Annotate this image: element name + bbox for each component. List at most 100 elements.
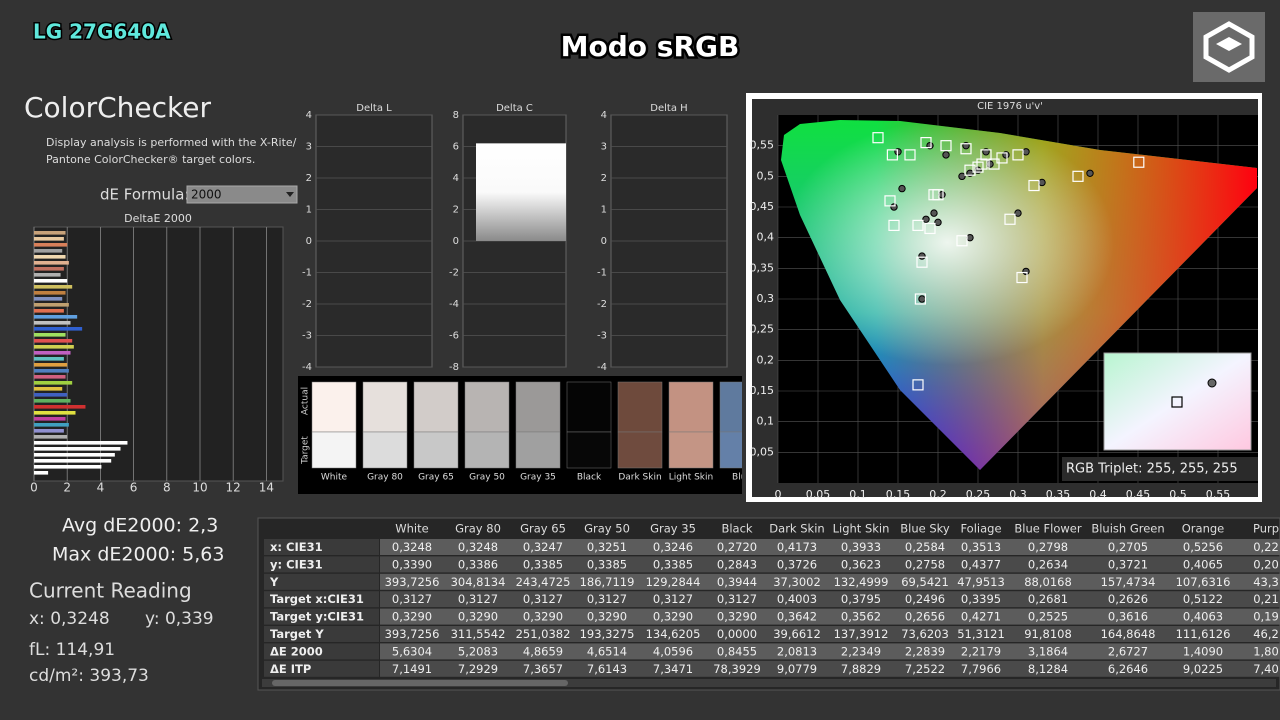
cell: 0,5122 [1183, 592, 1223, 606]
y-tick-label: 0,35 [750, 261, 775, 274]
y-tick-label: -2 [597, 299, 607, 310]
cell: 0,3513 [961, 540, 1001, 554]
bar [34, 351, 71, 355]
x-tick-label: 0,5 [1169, 488, 1187, 501]
cell: 0,3721 [1108, 557, 1148, 571]
x-tick-label: 0,2 [929, 488, 947, 501]
current-cd: cd/m²: 393,73 [29, 666, 149, 686]
y-tick-label: -1 [597, 268, 607, 279]
measured-point [918, 295, 926, 303]
scrollbar-thumb[interactable] [272, 680, 568, 686]
swatch-side-label: Actual [301, 387, 311, 415]
column-header: Gray 50 [584, 522, 630, 536]
swatch-side-label: Target [301, 436, 311, 465]
x-tick-label: 2 [63, 481, 71, 495]
row-label: x: CIE31 [270, 540, 323, 554]
cell: 107,6316 [1176, 575, 1231, 589]
swatch-actual [362, 381, 408, 433]
cell: 0,2626 [1108, 592, 1148, 606]
column-header: Blue Sky [900, 522, 950, 536]
cell: 0,4063 [1183, 610, 1223, 624]
swatch-target [311, 431, 357, 469]
row-bg [380, 591, 1280, 608]
cell: 39,6612 [773, 627, 821, 641]
cell: 193,3275 [580, 627, 635, 641]
target-point [996, 152, 1008, 164]
row-label-bg [264, 556, 379, 573]
x-tick-label: 0 [30, 481, 38, 495]
x-tick-label: 12 [226, 481, 241, 495]
swatch-actual [413, 381, 459, 433]
y-tick-label: 0,45 [750, 200, 775, 213]
device-name: LG 27G640A [33, 20, 171, 44]
y-tick-label: 0 [453, 236, 459, 247]
cell: 0,3385 [523, 557, 563, 571]
cell: 2,6727 [1108, 644, 1148, 658]
cell: 7,6143 [587, 662, 627, 676]
cell: 0,3562 [841, 610, 881, 624]
page-title: Modo sRGB [561, 30, 740, 63]
cell: 0,2496 [905, 592, 945, 606]
cell: 9,0225 [1183, 662, 1223, 676]
bar [34, 459, 112, 463]
cell: 0,2656 [905, 610, 945, 624]
bar [34, 243, 68, 247]
x-tick-label: 0,25 [966, 488, 991, 501]
x-tick-label: 10 [192, 481, 207, 495]
current-fl: fL: 114,91 [29, 640, 115, 660]
cell: 0,3726 [777, 557, 817, 571]
y-tick-label: 0 [601, 236, 607, 247]
y-tick-label: 4 [453, 173, 459, 184]
y-tick-label: 4 [601, 110, 607, 121]
target-point [1016, 271, 1028, 284]
row-label-bg [264, 608, 379, 625]
cell: 0,3290 [587, 610, 627, 624]
cell: 9,0779 [777, 662, 817, 676]
cell: 0,3127 [523, 592, 563, 606]
column-header: Purp [1253, 522, 1279, 536]
target-point [1004, 213, 1016, 225]
formula-select[interactable] [186, 185, 298, 204]
bar [34, 273, 61, 277]
y-tick-label: 1 [601, 205, 607, 216]
row-bg [380, 608, 1280, 625]
cell: 0,4271 [961, 610, 1001, 624]
y-tick-label: 0 [306, 236, 312, 247]
inset-label: RGB Triplet: 255, 255, 255 [1066, 462, 1238, 477]
cell: 51,3121 [957, 627, 1005, 641]
y-tick-label: 4 [306, 110, 312, 121]
measured-point [918, 252, 926, 260]
target-point [1012, 149, 1024, 161]
measured-point [1038, 178, 1046, 187]
cell: 0,3386 [458, 557, 498, 571]
cell: 69,5421 [901, 575, 949, 589]
target-point [920, 137, 932, 149]
x-tick-label: 0,35 [1046, 488, 1071, 501]
y-tick-label: 0,15 [750, 384, 775, 397]
row-label-bg [264, 539, 379, 555]
row-bg [380, 643, 1280, 660]
row-label-bg [264, 591, 379, 608]
cell: 0,3944 [717, 575, 757, 589]
measured-point [1022, 148, 1030, 156]
column-header: Orange [1182, 522, 1225, 536]
cell: 157,4734 [1101, 575, 1156, 589]
cell: 0,3127 [587, 592, 627, 606]
target-point [964, 164, 976, 176]
y-tick-label: 0,2 [757, 353, 775, 366]
cell: 0,3795 [841, 592, 881, 606]
dropdown-arrow [286, 192, 294, 197]
cell: 7,2929 [458, 662, 498, 676]
bar [34, 303, 69, 307]
chart-title: CIE 1976 u'v' [977, 101, 1043, 112]
measured-point [1022, 267, 1030, 276]
bar [34, 345, 74, 349]
bar [34, 435, 68, 439]
chart-title: Delta C [496, 103, 533, 114]
cell: 0,3290 [653, 610, 693, 624]
cell: 7,2522 [905, 662, 945, 676]
cell: 393,7256 [385, 627, 440, 641]
cell: 0,2681 [1028, 592, 1068, 606]
cell: 0,2843 [717, 557, 757, 571]
y-tick-label: -4 [302, 362, 312, 373]
